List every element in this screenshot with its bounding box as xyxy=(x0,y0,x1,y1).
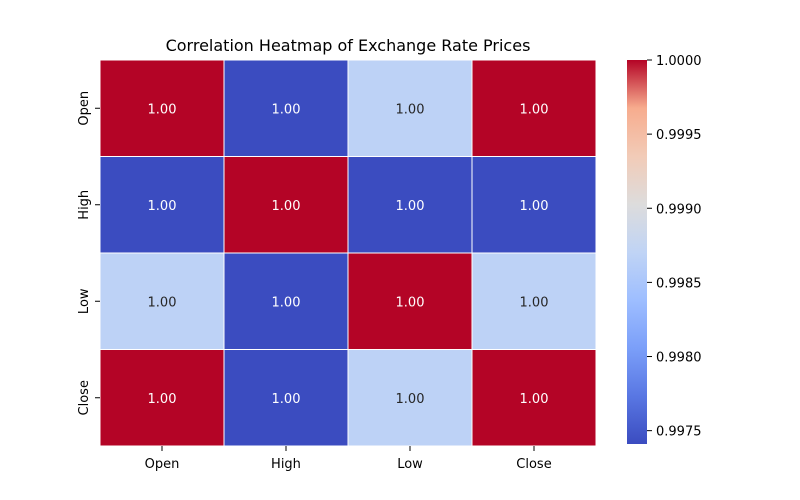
colorbar-gradient xyxy=(627,60,647,444)
heatmap-cell-1-0 xyxy=(99,156,225,254)
colorbar-tick-label-3: 0.9985 xyxy=(656,276,702,291)
heatmap-cell-0-2 xyxy=(347,59,473,157)
colorbar: 1.0000 0.9995 0.9990 0.9985 0.9980 0.9975 xyxy=(627,54,702,444)
heatmap-cells: 1.00 1.00 1.00 1.00 1.00 1.00 1.00 1.00 1.00 1.00… xyxy=(99,59,597,447)
heatmap-cell-3-3 xyxy=(471,349,597,447)
cell-label-1-2: 1.00 xyxy=(396,199,425,214)
heatmap-cell-2-1 xyxy=(223,252,349,350)
heatmap-cell-1-1 xyxy=(223,156,349,254)
colorbar-tick-label-2: 0.9990 xyxy=(656,202,702,217)
x-tick-label-0: Open xyxy=(145,457,180,472)
cell-label-0-2: 1.00 xyxy=(396,102,425,117)
cell-label-0-1: 1.00 xyxy=(272,102,301,117)
cell-label-3-3: 1.00 xyxy=(520,392,549,407)
colorbar-tick-label-1: 0.9995 xyxy=(656,128,702,143)
cell-label-3-2: 1.00 xyxy=(396,392,425,407)
cell-label-2-3: 1.00 xyxy=(520,295,549,310)
cell-label-1-3: 1.00 xyxy=(520,199,549,214)
cell-label-2-0: 1.00 xyxy=(148,295,177,310)
colorbar-tick-label-4: 0.9980 xyxy=(656,351,702,366)
cell-label-3-0: 1.00 xyxy=(148,392,177,407)
heatmap-cell-0-0 xyxy=(99,59,225,157)
cell-label-2-2: 1.00 xyxy=(396,295,425,310)
heatmap-cell-0-1 xyxy=(223,59,349,157)
y-tick-label-3: Close xyxy=(77,380,92,415)
cell-label-3-1: 1.00 xyxy=(272,392,301,407)
y-tick-label-0: Open xyxy=(77,91,92,126)
heatmap-cell-0-3 xyxy=(471,59,597,157)
colorbar-tick-label-5: 0.9975 xyxy=(656,425,702,440)
cell-label-0-0: 1.00 xyxy=(148,102,177,117)
x-tick-label-2: Low xyxy=(397,457,423,472)
chart-title: Correlation Heatmap of Exchange Rate Pri… xyxy=(166,36,531,55)
y-tick-label-2: Low xyxy=(77,288,92,314)
cell-label-0-3: 1.00 xyxy=(520,102,549,117)
heatmap-cell-3-2 xyxy=(347,349,473,447)
x-tick-label-1: High xyxy=(271,457,301,472)
heatmap-cell-3-0 xyxy=(99,349,225,447)
y-tick-label-1: High xyxy=(77,190,92,220)
heatmap-cell-1-3 xyxy=(471,156,597,254)
cell-label-2-1: 1.00 xyxy=(272,295,301,310)
y-axis: Open High Low Close xyxy=(77,91,100,415)
cell-label-1-1: 1.00 xyxy=(272,199,301,214)
x-tick-label-3: Close xyxy=(516,457,551,472)
colorbar-tick-label-0: 1.0000 xyxy=(656,54,702,69)
x-axis: Open High Low Close xyxy=(145,446,552,472)
heatmap-cell-2-3 xyxy=(471,252,597,350)
cell-label-1-0: 1.00 xyxy=(148,199,177,214)
heatmap-cell-3-1 xyxy=(223,349,349,447)
